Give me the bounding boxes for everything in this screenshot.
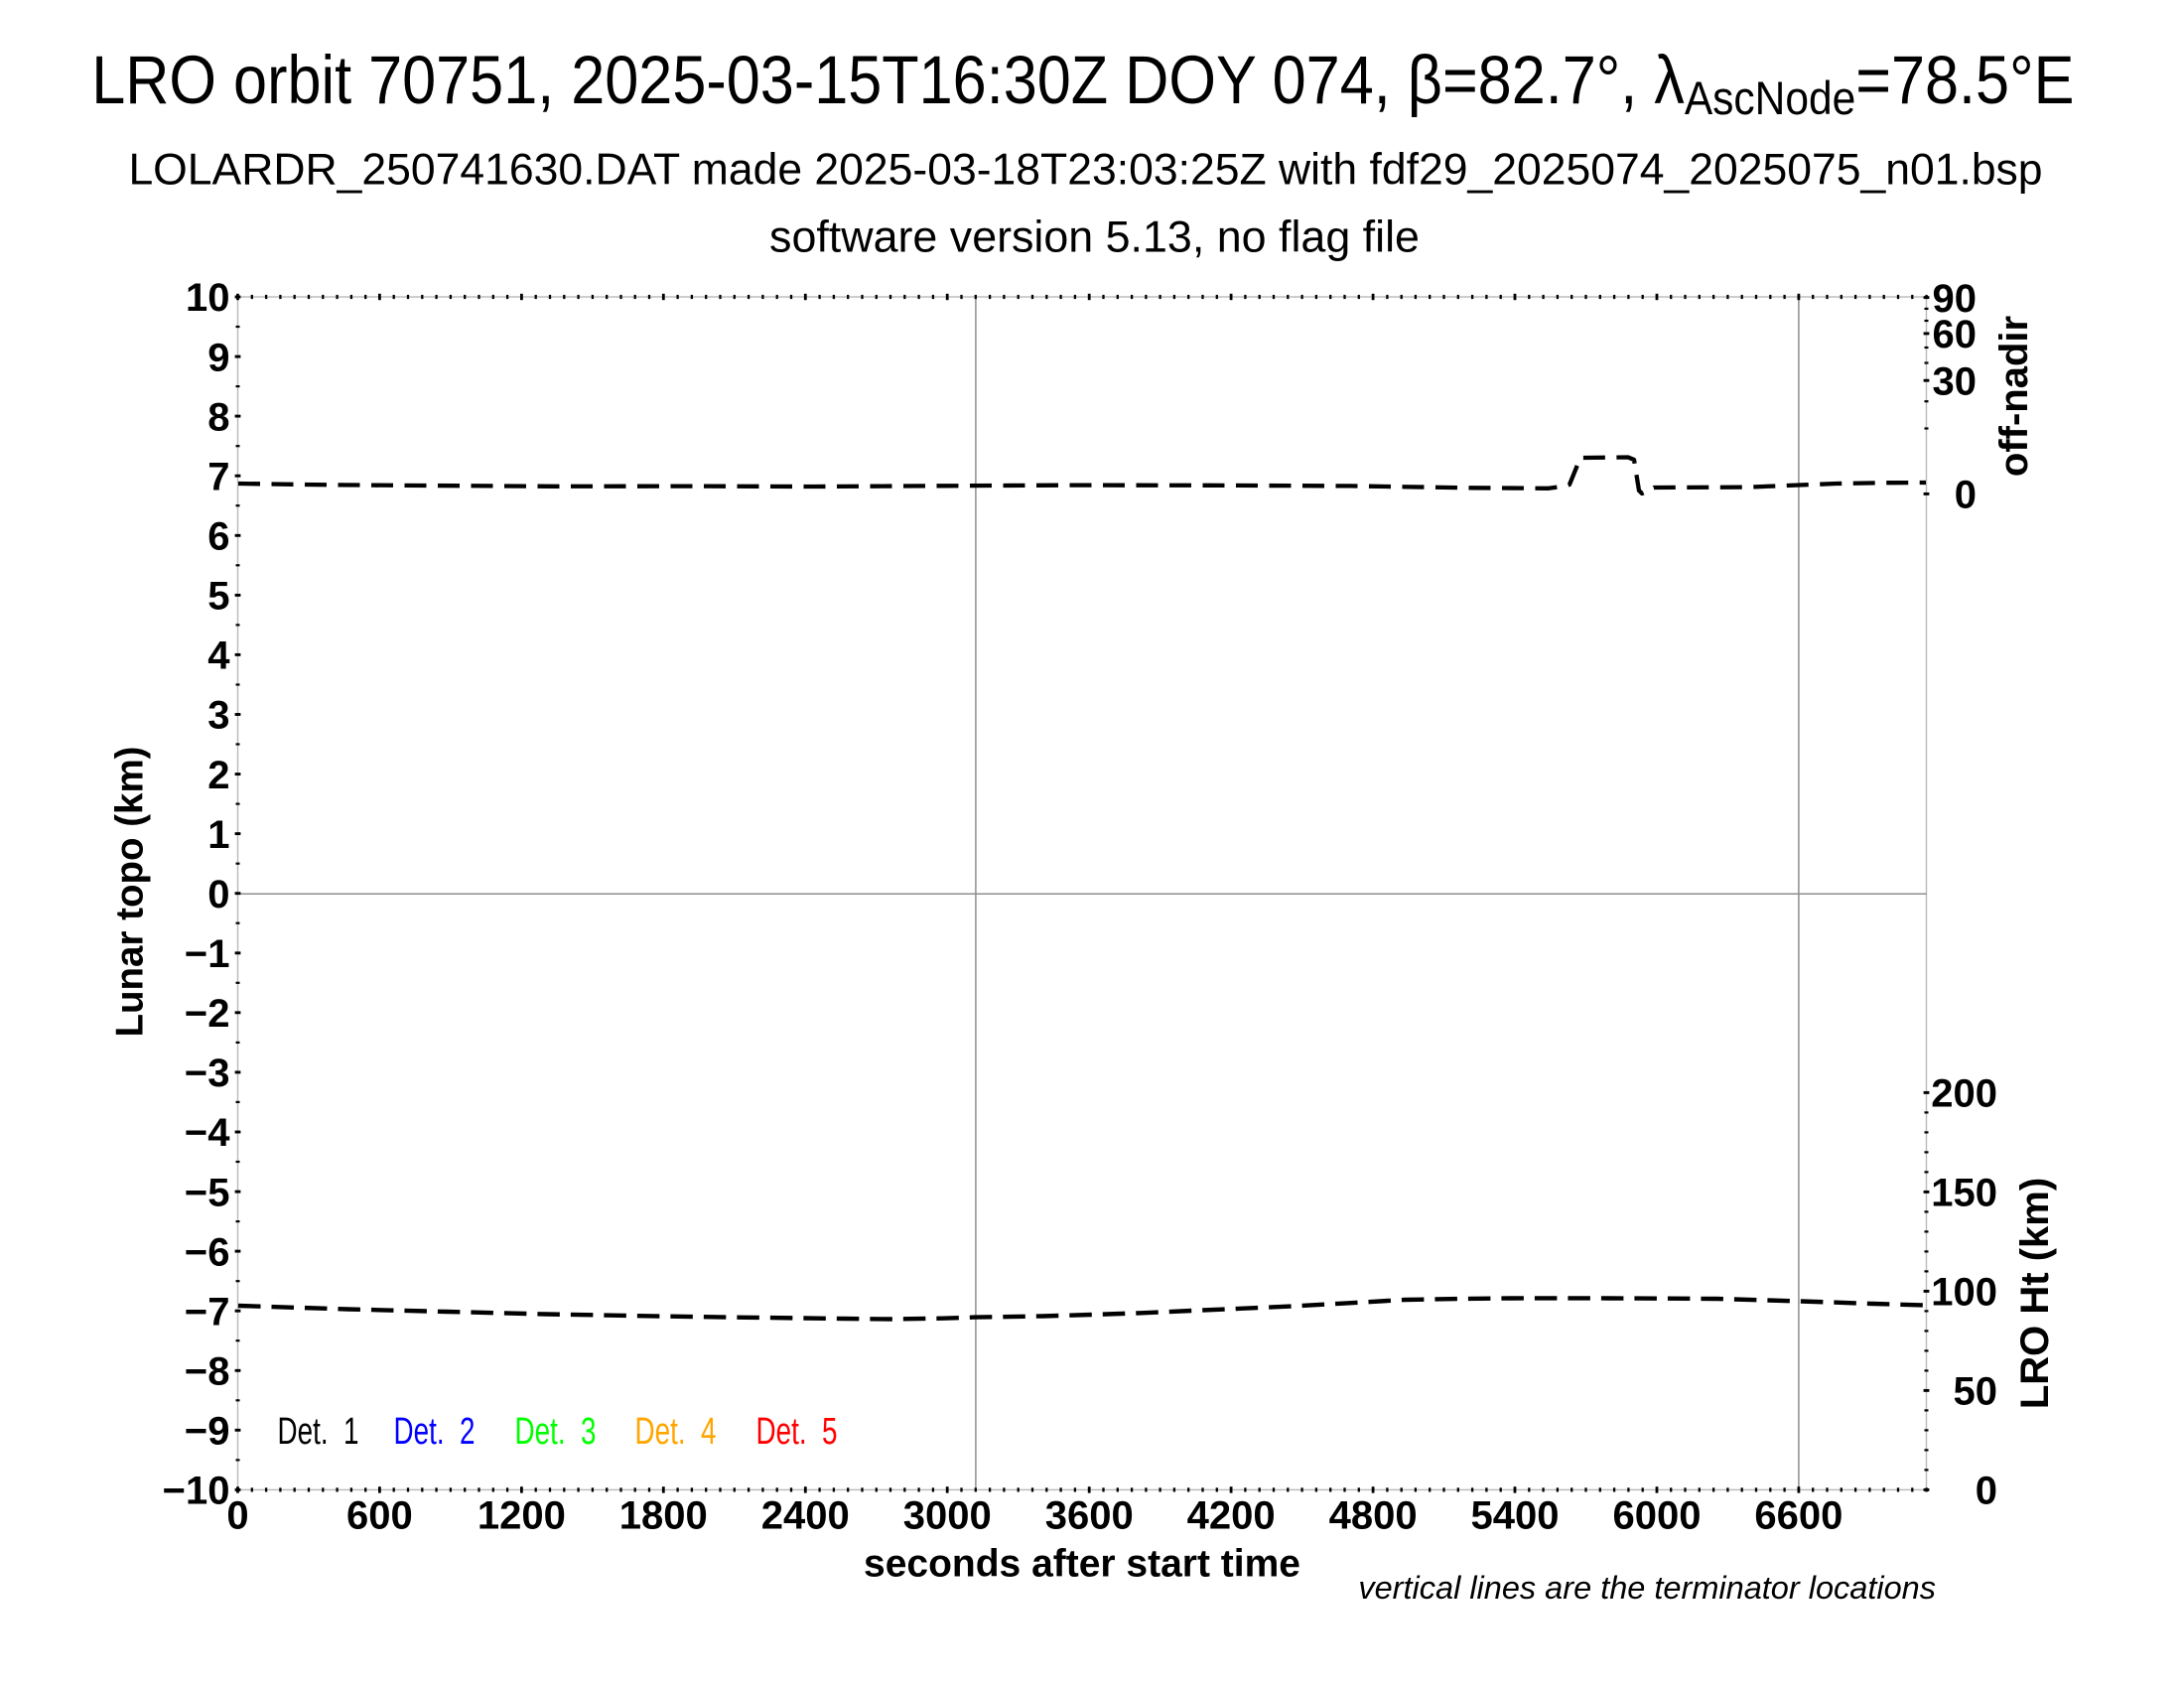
svg-text:Det. 2: Det. 2 [394, 1411, 476, 1453]
svg-text:−3: −3 [185, 1052, 230, 1095]
svg-text:0: 0 [1976, 1470, 1997, 1513]
svg-text:2: 2 [207, 754, 229, 797]
svg-text:software version 5.13, no flag: software version 5.13, no flag file [769, 212, 1420, 262]
svg-text:LOLARDR_250741630.DAT made 202: LOLARDR_250741630.DAT made 2025-03-18T23… [128, 146, 2042, 195]
svg-text:seconds after start time: seconds after start time [864, 1543, 1300, 1586]
svg-text:−8: −8 [185, 1350, 230, 1394]
svg-text:−4: −4 [185, 1111, 230, 1155]
svg-text:1: 1 [207, 813, 229, 857]
svg-text:off-nadir: off-nadir [1992, 316, 2036, 477]
svg-text:30: 30 [1933, 359, 1978, 403]
svg-text:3000: 3000 [903, 1494, 992, 1538]
svg-text:−9: −9 [185, 1410, 230, 1454]
svg-text:−6: −6 [185, 1230, 230, 1274]
svg-text:Lunar topo (km): Lunar topo (km) [109, 747, 152, 1038]
svg-text:3600: 3600 [1045, 1494, 1134, 1538]
svg-text:9: 9 [207, 336, 229, 379]
svg-text:1800: 1800 [619, 1494, 708, 1538]
svg-text:5: 5 [207, 575, 229, 619]
svg-text:6600: 6600 [1754, 1494, 1843, 1538]
svg-text:Det. 4: Det. 4 [635, 1411, 717, 1453]
svg-text:90: 90 [1933, 277, 1978, 321]
svg-text:4: 4 [207, 634, 230, 678]
svg-text:LRO Ht (km): LRO Ht (km) [2013, 1178, 2057, 1409]
svg-text:4800: 4800 [1329, 1494, 1418, 1538]
svg-text:0: 0 [207, 873, 229, 916]
svg-text:Det. 1: Det. 1 [278, 1411, 359, 1453]
svg-text:−1: −1 [185, 932, 230, 976]
svg-text:0: 0 [1955, 474, 1977, 517]
svg-text:−7: −7 [185, 1290, 230, 1334]
svg-text:8: 8 [207, 395, 229, 439]
svg-text:2400: 2400 [761, 1494, 850, 1538]
svg-text:4200: 4200 [1187, 1494, 1276, 1538]
svg-text:10: 10 [186, 276, 230, 320]
svg-text:0: 0 [226, 1494, 248, 1538]
svg-text:−2: −2 [185, 992, 230, 1036]
svg-text:60: 60 [1933, 313, 1978, 356]
svg-text:6000: 6000 [1613, 1494, 1702, 1538]
svg-text:1200: 1200 [478, 1494, 566, 1538]
svg-text:100: 100 [1931, 1271, 1997, 1315]
svg-text:Det. 3: Det. 3 [515, 1411, 597, 1453]
svg-text:7: 7 [207, 455, 229, 498]
svg-text:600: 600 [346, 1494, 413, 1538]
svg-text:5400: 5400 [1471, 1494, 1560, 1538]
svg-text:6: 6 [207, 515, 229, 559]
svg-text:200: 200 [1931, 1072, 1997, 1116]
svg-text:50: 50 [1954, 1370, 1998, 1414]
svg-text:vertical lines are the termina: vertical lines are the terminator locati… [1358, 1570, 1936, 1606]
svg-text:Det. 5: Det. 5 [756, 1411, 838, 1453]
svg-text:−10: −10 [163, 1470, 230, 1513]
svg-text:−5: −5 [185, 1171, 230, 1214]
svg-text:150: 150 [1931, 1172, 1997, 1215]
svg-text:3: 3 [207, 694, 229, 738]
